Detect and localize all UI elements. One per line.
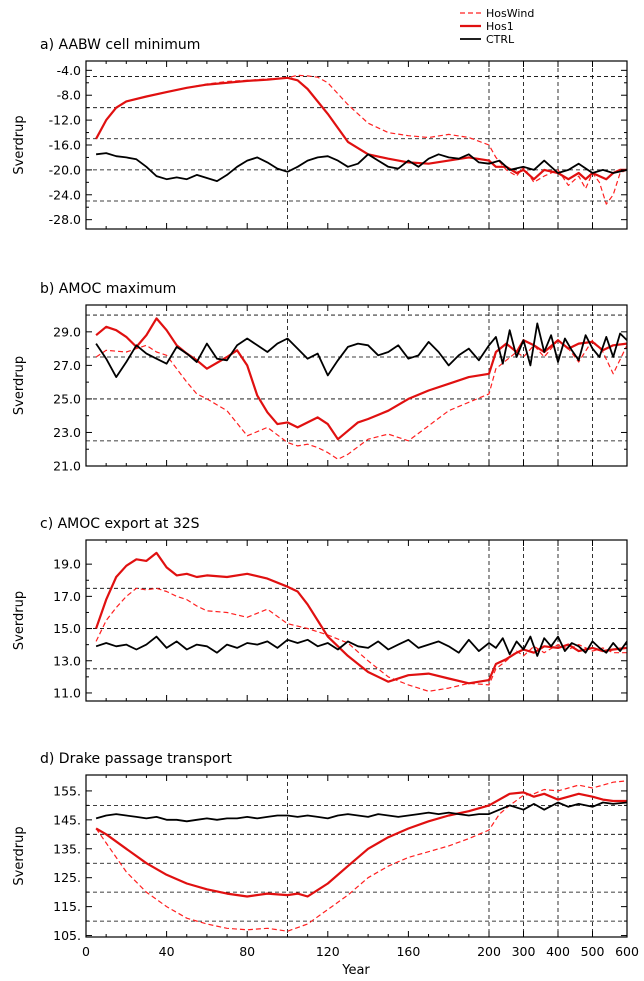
y-axis-title: Sverdrup [12, 826, 27, 885]
legend-label: CTRL [486, 33, 515, 46]
x-tick-label: 300 [512, 944, 536, 959]
y-tick-label: 155. [53, 783, 81, 798]
series-line-ctrl [95, 801, 627, 823]
y-axis-title: Sverdrup [12, 591, 27, 650]
panel-title: c) AMOC export at 32S [40, 516, 200, 532]
y-tick-label: 135. [53, 841, 81, 856]
y-tick-label: 13.0 [53, 653, 81, 668]
y-tick-label: 23.0 [53, 425, 81, 440]
y-tick-label: -12.0 [49, 113, 81, 128]
y-tick-label: 21.0 [53, 459, 81, 474]
x-tick-label: 40 [159, 944, 175, 959]
x-tick-label: 80 [239, 944, 255, 959]
panel-d: d) Drake passage transport Sverdrup 155. 14… [12, 751, 639, 959]
x-tick-label: 400 [546, 944, 570, 959]
x-tick-label: 600 [615, 944, 639, 959]
series-line-hoswind [95, 74, 627, 205]
series-line-hoswind [95, 587, 627, 692]
legend-item-hos1: Hos1 [460, 20, 514, 33]
y-tick-label: 115. [53, 899, 81, 914]
series-line-hos1 [95, 551, 627, 685]
panel-c: c) AMOC export at 32S Sverdrup 19.0 17.0 15.… [12, 516, 628, 702]
y-tick-label: 15.0 [53, 621, 81, 636]
legend-item-hoswind: HosWind [460, 7, 534, 20]
x-tick-label: 200 [477, 944, 501, 959]
legend-item-ctrl: CTRL [460, 33, 515, 46]
series-group [95, 74, 627, 205]
panel-b: b) AMOC maximum Sverdrup 29.0 27.0 25.0 23.0 2… [12, 281, 628, 474]
panel-title: a) AABW cell minimum [40, 37, 200, 53]
y-tick-label: -4.0 [57, 63, 81, 78]
plot-frame [85, 539, 628, 702]
y-tick-label: 145. [53, 812, 81, 827]
series-line-hoswind [95, 780, 627, 932]
y-axis-title: Sverdrup [12, 356, 27, 415]
y-tick-label: -16.0 [49, 138, 81, 153]
panel-title: d) Drake passage transport [40, 751, 232, 767]
plot-frame [85, 60, 628, 230]
series-group [95, 780, 627, 932]
legend-label: HosWind [486, 7, 534, 20]
x-axis-title: Year [341, 963, 370, 978]
y-tick-label: 19.0 [53, 557, 81, 572]
y-tick-label: 27.0 [53, 358, 81, 373]
y-tick-label: -20.0 [49, 162, 81, 177]
legend-label: Hos1 [486, 20, 514, 33]
y-tick-label: -8.0 [57, 88, 81, 103]
series-line-ctrl [95, 635, 627, 657]
y-tick-label: 125. [53, 870, 81, 885]
x-tick-label: 0 [82, 944, 90, 959]
x-tick-label: 120 [316, 944, 340, 959]
y-tick-label: 105. [53, 928, 81, 943]
plot-frame [85, 304, 628, 467]
plot-frame [85, 774, 628, 938]
series-group [95, 317, 627, 460]
series-line-ctrl [95, 322, 627, 379]
series-line-hos1 [95, 76, 627, 181]
y-tick-label: -28.0 [49, 212, 81, 227]
panel-title: b) AMOC maximum [40, 281, 176, 297]
series-line-hos1 [95, 791, 627, 898]
y-tick-label: 29.0 [53, 324, 81, 339]
y-axis-title: Sverdrup [12, 115, 27, 174]
y-tick-label: 17.0 [53, 589, 81, 604]
series-line-ctrl [95, 152, 627, 183]
x-tick-label: 160 [396, 944, 420, 959]
series-group [95, 551, 627, 692]
series-line-hoswind [95, 339, 627, 460]
x-tick-label: 500 [581, 944, 605, 959]
panel-a: a) AABW cell minimum Sverdrup -4.0 -8.0 -12.… [12, 37, 628, 230]
panels: a) AABW cell minimum Sverdrup -4.0 -8.0 -12.… [12, 37, 639, 959]
y-tick-label: 11.0 [53, 685, 81, 700]
series-line-hos1 [95, 317, 627, 441]
y-tick-label: -24.0 [49, 187, 81, 202]
y-tick-label: 25.0 [53, 391, 81, 406]
